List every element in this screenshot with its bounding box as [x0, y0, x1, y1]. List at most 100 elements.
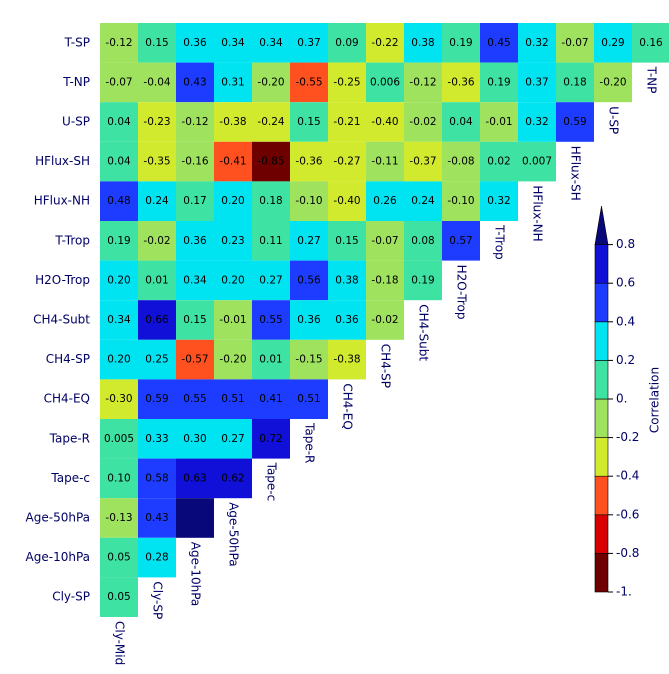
cell	[214, 339, 252, 380]
cell	[594, 62, 632, 103]
cell	[176, 23, 214, 63]
cell-label: -0.01	[485, 116, 512, 128]
cell	[138, 537, 176, 578]
cell-label: 0.24	[411, 195, 435, 207]
cell	[556, 102, 594, 142]
cell	[366, 181, 404, 221]
cell	[594, 23, 632, 63]
cell-label: -0.15	[295, 354, 322, 366]
cell-label: 0.02	[487, 156, 510, 168]
cell-label: 0.59	[145, 393, 168, 405]
colorbar-band	[594, 360, 609, 400]
cell-label: 0.36	[183, 37, 207, 49]
cell-label: 0.20	[107, 354, 130, 366]
cell	[480, 23, 518, 63]
cell	[100, 537, 138, 578]
cell	[480, 181, 518, 221]
x-tick-label: Cly-SP	[151, 581, 165, 619]
cell-label: 0.55	[259, 314, 282, 326]
cell-label: -0.40	[333, 195, 360, 207]
cell-label: 0.37	[297, 37, 320, 49]
cell-label: 0.24	[145, 195, 169, 207]
cell-label: 0.32	[525, 116, 548, 128]
cell	[252, 419, 290, 459]
cell-label: 0.20	[221, 274, 244, 286]
cell-label: 0.18	[563, 76, 586, 88]
cell-label: 0.34	[183, 274, 207, 286]
cell	[366, 221, 404, 261]
cell	[214, 102, 252, 142]
x-tick-label: CH4-Subt	[417, 304, 431, 361]
cell	[404, 221, 442, 261]
cell	[100, 62, 138, 103]
cell	[404, 260, 442, 301]
x-tick-label: Tape-c	[265, 462, 279, 502]
cell-label: -0.07	[371, 235, 398, 247]
cell	[328, 221, 366, 261]
cell	[290, 23, 328, 63]
cell-label: 0.15	[335, 235, 358, 247]
cell-label: 0.26	[373, 195, 397, 207]
y-tick-label: H2O-Trop	[35, 273, 90, 287]
cell	[100, 141, 138, 182]
cell-label: -0.04	[143, 76, 170, 88]
cell-label: 0.20	[221, 195, 244, 207]
colorbar-band	[594, 244, 609, 284]
cell	[442, 181, 480, 221]
y-tick-label: CH4-Subt	[33, 313, 90, 327]
cell	[100, 419, 138, 459]
cell-label: 0.28	[145, 552, 168, 564]
cell	[100, 221, 138, 261]
x-tick-label: Cly-Mid	[113, 621, 127, 665]
cell	[176, 260, 214, 301]
cell-label: 0.51	[221, 393, 244, 405]
cell-label: -0.20	[257, 76, 284, 88]
x-tick-label: H2O-Trop	[455, 265, 469, 320]
cell	[176, 300, 214, 340]
cell	[100, 339, 138, 380]
x-tick-label: Age-10hPa	[189, 542, 203, 606]
cell-label: -0.01	[219, 314, 246, 326]
cell	[214, 300, 252, 340]
cell-label: -0.41	[219, 156, 246, 168]
cell	[366, 23, 404, 63]
cell-label: 0.41	[259, 393, 282, 405]
cell-label: 0.36	[297, 314, 321, 326]
cell-label: 0.27	[297, 235, 320, 247]
cell	[290, 339, 328, 380]
cell	[100, 23, 138, 63]
colorbar-tick-label: -0.2	[616, 430, 639, 444]
cell-label: 0.04	[107, 156, 131, 168]
cell	[214, 62, 252, 103]
cell-label: 0.18	[259, 195, 282, 207]
cell	[366, 102, 404, 142]
cell	[176, 62, 214, 103]
cell	[290, 221, 328, 261]
cell-label: 0.43	[183, 76, 206, 88]
cell-label: 0.31	[221, 76, 244, 88]
cell	[404, 181, 442, 221]
cell-label: -0.07	[105, 76, 132, 88]
y-tick-label: Age-50hPa	[26, 511, 90, 525]
cell-label: 0.57	[449, 235, 472, 247]
cell-label: 0.72	[259, 433, 282, 445]
cell	[138, 419, 176, 459]
cell	[138, 181, 176, 221]
colorbar-band	[594, 398, 609, 438]
x-tick-label: T-Trop	[493, 224, 507, 260]
cell-label: 0.23	[221, 235, 244, 247]
cell	[100, 458, 138, 499]
colorbar-band	[594, 282, 609, 323]
cell-label: 0.01	[145, 274, 168, 286]
cell	[100, 260, 138, 301]
colorbar-band	[594, 475, 609, 516]
y-tick-label: HFlux-NH	[34, 194, 90, 208]
cell-label: 0.29	[601, 37, 624, 49]
y-tick-label: Tape-c	[50, 471, 90, 485]
cell-label: 0.62	[221, 472, 244, 484]
y-tick-label: HFlux-SH	[35, 154, 90, 168]
cell-label: -0.13	[105, 512, 132, 524]
cell	[176, 102, 214, 142]
cell-label: 0.04	[449, 116, 473, 128]
cell-label: 0.05	[107, 591, 130, 603]
